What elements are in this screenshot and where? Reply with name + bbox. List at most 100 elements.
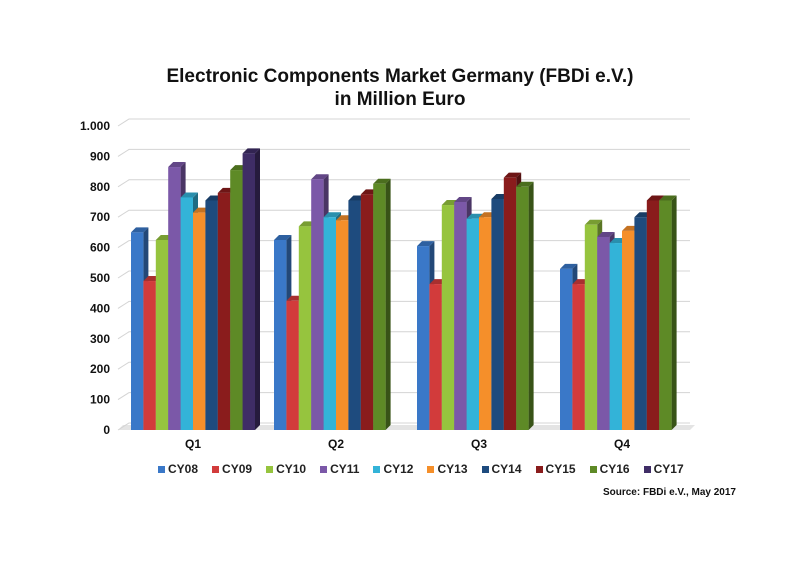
bar-top [597, 231, 615, 237]
y-tick-label: 500 [90, 271, 110, 285]
bar-top [516, 181, 534, 187]
bar-top [168, 162, 186, 168]
bar-cy08-q1 [131, 232, 144, 430]
bar-side [385, 178, 391, 430]
bar-top [373, 178, 391, 184]
bar-cy08-q3 [417, 246, 430, 430]
x-tick-label: Q3 [471, 437, 487, 451]
gridline [117, 179, 690, 188]
legend-item: CY13 [427, 462, 468, 476]
legend-swatch [266, 465, 274, 473]
bar-top [417, 241, 435, 247]
legend-swatch [373, 465, 381, 473]
bar-cy15-q2 [360, 194, 374, 430]
chart-floor [118, 425, 695, 430]
source-note: Source: FBDi e.V., May 2017 [602, 487, 736, 498]
chart-title: Electronic Components Market Germany (FB… [166, 66, 634, 87]
legend-swatch [589, 465, 597, 473]
y-tick-label: 100 [90, 393, 110, 407]
bar-cy13-q3 [479, 217, 492, 430]
bar-cy10-q3 [441, 205, 455, 430]
legend-swatch [643, 465, 651, 473]
bar-cy15-q4 [646, 200, 660, 430]
bar-cy15-q1 [217, 192, 231, 430]
bar-cy10-q4 [584, 224, 598, 430]
bar-cy12-q3 [466, 218, 479, 430]
bar-cy13-q2 [336, 220, 349, 430]
bar-cy09-q1 [143, 281, 156, 430]
gridline [117, 118, 690, 127]
legend: CY08 CY09 CY10 CY11 CY12 CY13 CY14 CY15 CY16 CY17 [158, 462, 684, 476]
legend-label: CY13 [437, 462, 468, 476]
bar-top [659, 195, 677, 201]
bar-cy16-q2 [373, 183, 386, 430]
bar-top [131, 227, 149, 233]
bar-cy16-q4 [659, 200, 672, 430]
x-tick-label: Q4 [614, 437, 630, 451]
bar-cy14-q3 [491, 198, 504, 430]
x-tick-label: Q2 [328, 437, 344, 451]
y-tick-label: 800 [90, 180, 110, 194]
legend-label: CY15 [545, 462, 576, 476]
bar-cy12-q1 [180, 197, 193, 430]
legend-label: CY16 [599, 462, 630, 476]
bar-cy11-q1 [168, 167, 181, 431]
bar-side [671, 195, 677, 430]
legend-item: CY12 [373, 462, 413, 476]
chart-subtitle: in Million Euro [334, 89, 466, 110]
x-tick-label: Q1 [185, 437, 201, 451]
bar-cy09-q4 [572, 284, 585, 430]
legend-label: CY10 [276, 462, 307, 476]
bar-cy12-q4 [609, 243, 622, 430]
bar-cy13-q1 [193, 212, 206, 430]
legend-swatch [427, 465, 435, 473]
bar-top [274, 235, 292, 240]
bar-top [454, 197, 472, 202]
bar-cy10-q2 [298, 226, 312, 430]
legend-label: CY09 [222, 462, 253, 476]
bar-cy17-q1 [242, 153, 255, 431]
y-tick-label: 700 [90, 210, 110, 224]
y-tick-label: 900 [90, 149, 110, 163]
bar-top [180, 192, 198, 198]
bar-cy09-q3 [429, 284, 442, 430]
bar-cy13-q4 [622, 230, 635, 430]
y-tick-label: 300 [90, 332, 110, 346]
bar-side [528, 181, 534, 430]
bar-top [560, 263, 578, 269]
gridline [117, 148, 690, 157]
bar-cy10-q1 [155, 240, 169, 430]
bar-cy16-q3 [516, 186, 529, 430]
bar-cy15-q3 [503, 177, 517, 430]
bar-top [646, 195, 665, 201]
bar-cy09-q2 [286, 300, 299, 430]
bar-top [311, 174, 329, 180]
bar-top [323, 212, 341, 218]
legend-label: CY11 [330, 462, 360, 476]
bar-top [584, 219, 603, 225]
legend-swatch [320, 465, 328, 473]
legend-item: CY11 [320, 462, 359, 476]
bar-side [255, 148, 260, 431]
legend-swatch [481, 465, 489, 473]
bar-cy14-q2 [348, 200, 361, 430]
legend-item: CY16 [589, 462, 630, 476]
bar-cy11-q4 [597, 236, 610, 430]
bar-cy16-q1 [230, 170, 243, 430]
bar-top [242, 148, 260, 154]
legend-swatch [212, 465, 220, 473]
bar-cy08-q2 [274, 240, 287, 430]
bar-top [503, 172, 522, 178]
bar-cy11-q3 [454, 202, 467, 430]
y-tick-label: 1.000 [80, 119, 110, 133]
legend-item: CY09 [212, 462, 252, 476]
legend-swatch [535, 465, 543, 473]
legend-label: CY14 [491, 462, 522, 476]
legend-item: CY08 [158, 462, 198, 476]
bar-cy14-q4 [634, 217, 647, 430]
y-tick-label: 600 [90, 241, 110, 255]
legend-label: CY12 [383, 462, 414, 476]
y-tick-label: 0 [103, 423, 110, 437]
bar-cy12-q2 [323, 217, 336, 430]
